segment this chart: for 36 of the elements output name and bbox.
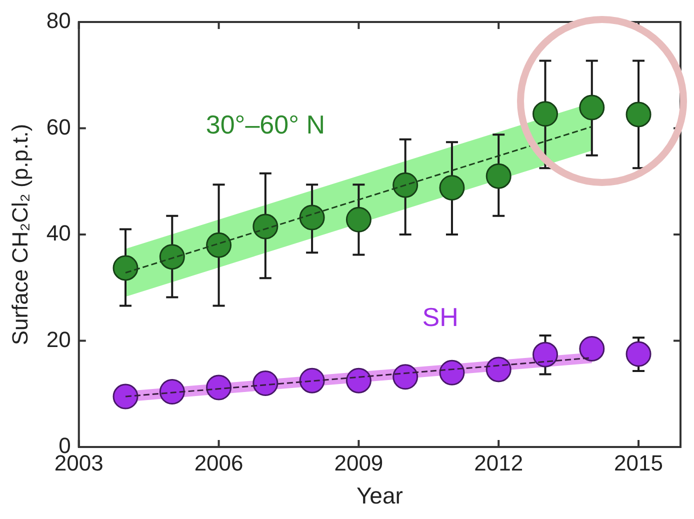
y-axis-title: Surface CH₂Cl₂ (p.p.t.) bbox=[7, 124, 32, 346]
point bbox=[299, 368, 325, 394]
point bbox=[206, 232, 232, 258]
y-tick-label: 60 bbox=[46, 114, 71, 140]
point bbox=[392, 172, 418, 198]
point bbox=[112, 255, 138, 281]
text: 30°–60° N bbox=[206, 110, 325, 140]
point bbox=[579, 336, 605, 362]
point bbox=[252, 370, 278, 396]
x-tick-label: 2009 bbox=[334, 450, 384, 476]
x-axis-title: Year bbox=[356, 482, 404, 509]
x-tick-label: 2006 bbox=[194, 450, 244, 476]
point bbox=[439, 175, 465, 200]
point bbox=[439, 360, 465, 386]
point bbox=[252, 214, 278, 240]
point bbox=[392, 364, 418, 390]
point bbox=[486, 163, 512, 189]
point bbox=[159, 244, 185, 270]
point bbox=[112, 384, 138, 410]
point bbox=[626, 102, 652, 128]
point bbox=[346, 206, 372, 232]
y-tick-label: 80 bbox=[46, 8, 71, 34]
point bbox=[532, 342, 558, 368]
series-label: SH bbox=[422, 302, 458, 332]
point bbox=[486, 356, 512, 382]
point bbox=[346, 368, 372, 394]
point bbox=[299, 204, 325, 230]
x-tick-label: 2015 bbox=[614, 450, 663, 476]
point bbox=[532, 101, 558, 127]
point bbox=[159, 379, 185, 404]
point bbox=[206, 374, 232, 400]
x-tick-label: 2012 bbox=[474, 450, 524, 476]
point bbox=[626, 341, 652, 367]
y-tick-label: 20 bbox=[46, 326, 71, 352]
point bbox=[579, 94, 605, 120]
y-tick-label: 40 bbox=[46, 220, 71, 246]
